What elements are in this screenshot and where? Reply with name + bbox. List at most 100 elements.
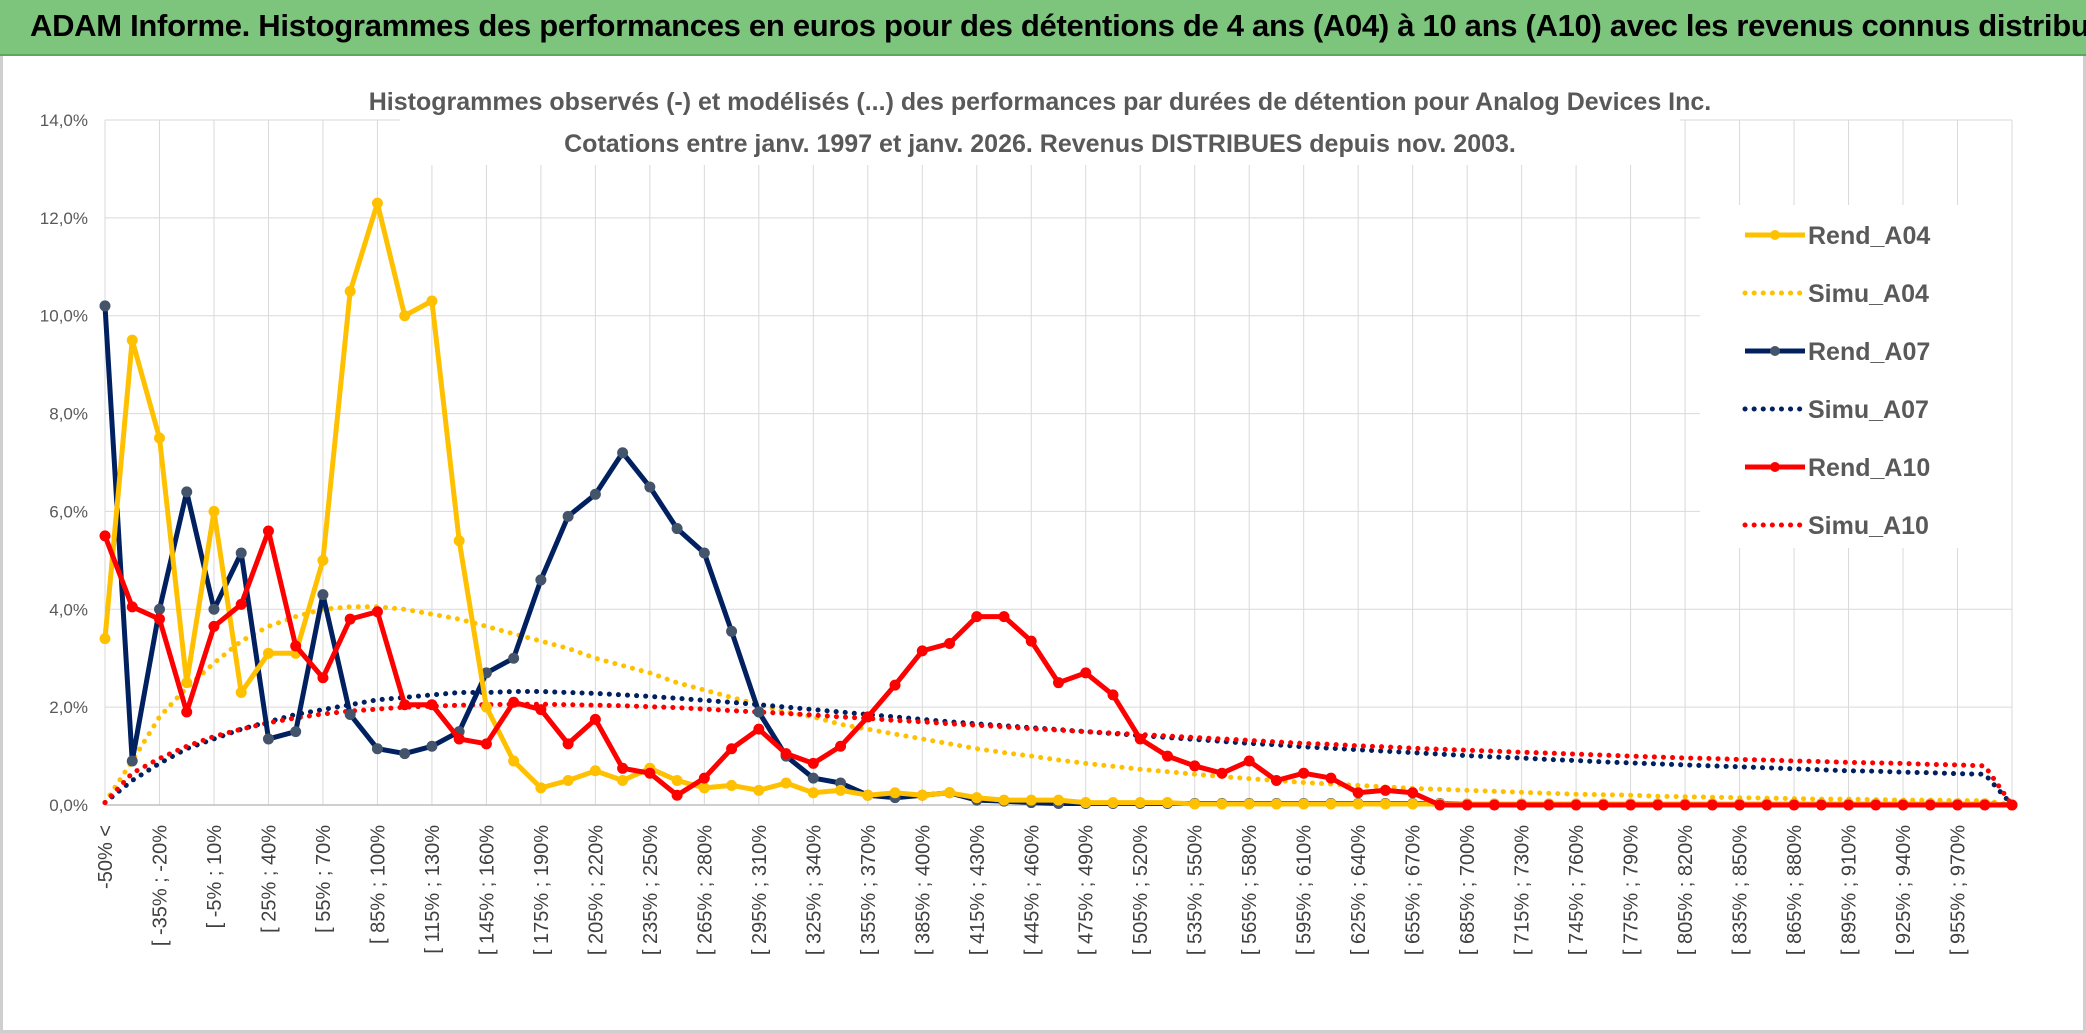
data-point (671, 789, 683, 801)
data-point (726, 779, 738, 791)
data-point (344, 613, 356, 625)
x-tick-label: [ -35% ; -20% (149, 825, 171, 946)
data-point (1843, 799, 1855, 811)
data-point (1298, 798, 1310, 810)
data-point (1107, 797, 1119, 809)
x-tick-label: [ -5% ; 10% (204, 825, 226, 929)
legend-item-Simu_A07[interactable]: Simu_A07 (1742, 396, 1929, 424)
data-point (1570, 799, 1582, 811)
data-point (1379, 784, 1391, 796)
x-tick-label: [ 325% ; 340% (803, 825, 825, 955)
data-point (562, 738, 574, 750)
data-point (1815, 799, 1827, 811)
data-point (181, 706, 193, 718)
x-tick-label: -50% < (95, 825, 117, 889)
data-point (1325, 772, 1337, 784)
data-point (753, 784, 765, 796)
chart-title: Histogrammes observés (-) et modélisés (… (369, 88, 1712, 116)
data-point (344, 708, 356, 720)
data-point (698, 547, 710, 559)
data-point (99, 300, 111, 312)
data-point (1298, 767, 1310, 779)
legend-item-Rend_A07[interactable]: Rend_A07 (1745, 338, 1930, 366)
data-point (1216, 798, 1228, 810)
data-point (1189, 798, 1201, 810)
data-point (1134, 733, 1146, 745)
x-tick-label: [ 115% ; 130% (422, 825, 444, 954)
data-point (1053, 794, 1064, 806)
data-point (1270, 798, 1282, 810)
data-point (998, 794, 1010, 806)
series-Rend_A07 (99, 300, 2018, 811)
x-tick-label: [ 925% ; 940% (1893, 825, 1915, 955)
data-point (1761, 799, 1773, 811)
data-point (344, 285, 356, 297)
data-point (235, 686, 247, 698)
data-point (317, 554, 329, 566)
data-point (1979, 799, 1991, 811)
y-tick-label: 6,0% (49, 502, 88, 521)
data-point (535, 574, 547, 586)
data-point (1352, 798, 1364, 810)
legend-label: Simu_A04 (1808, 280, 1929, 308)
legend-label: Simu_A10 (1808, 512, 1929, 540)
data-point (644, 481, 656, 493)
data-point (262, 525, 274, 537)
chart-frame (0, 56, 2086, 1033)
data-point (1080, 797, 1092, 809)
data-point (589, 488, 601, 500)
data-point (835, 784, 847, 796)
data-point (753, 706, 765, 718)
data-point (1161, 750, 1173, 762)
data-point (317, 589, 329, 601)
data-point (889, 787, 901, 799)
legend-item-Simu_A10[interactable]: Simu_A10 (1742, 512, 1929, 540)
legend-marker (1770, 346, 1780, 356)
grid (104, 119, 2013, 806)
data-point (371, 606, 383, 618)
legend-label: Simu_A07 (1808, 396, 1929, 424)
legend-label: Rend_A07 (1808, 338, 1930, 366)
x-tick-label: [ 595% ; 610% (1294, 825, 1316, 955)
x-tick-label: [ 805% ; 820% (1675, 825, 1697, 955)
x-tick-label: [ 655% ; 670% (1403, 825, 1425, 955)
data-point (835, 740, 847, 752)
data-point (1243, 798, 1255, 810)
data-point (862, 789, 874, 801)
legend-item-Rend_A04[interactable]: Rend_A04 (1745, 222, 1930, 250)
data-point (1543, 799, 1555, 811)
x-tick-label: [ 415% ; 430% (967, 825, 989, 955)
data-point (944, 787, 956, 799)
data-point (971, 611, 983, 623)
x-tick-label: [ 625% ; 640% (1348, 825, 1370, 955)
x-tick-label: [ 235% ; 250% (640, 825, 662, 955)
legend-item-Rend_A10[interactable]: Rend_A10 (1745, 454, 1930, 482)
y-tick-label: 14,0% (40, 111, 88, 130)
legend-item-Simu_A04[interactable]: Simu_A04 (1742, 280, 1929, 308)
x-tick-label: [ 445% ; 460% (1021, 825, 1043, 955)
data-point (99, 633, 111, 645)
data-point (1325, 798, 1337, 810)
x-tick-label: [ 715% ; 730% (1512, 825, 1534, 955)
data-point (426, 699, 438, 711)
data-point (1679, 799, 1691, 811)
data-point (1080, 667, 1092, 679)
data-point (1924, 799, 1936, 811)
series-Rend_A10 (99, 525, 2018, 811)
series-line-Rend_A04 (102, 200, 2013, 808)
data-point (1107, 689, 1119, 701)
series-Simu_A10 (102, 701, 2015, 808)
data-point (1189, 760, 1201, 772)
data-point (780, 748, 792, 760)
y-tick-label: 8,0% (49, 405, 88, 424)
data-point (99, 530, 111, 542)
data-point (1788, 799, 1800, 811)
series-Rend_A04 (99, 197, 2018, 811)
data-point (426, 295, 438, 307)
data-point (426, 740, 438, 752)
data-point (1652, 799, 1664, 811)
legend[interactable]: Rend_A04 Simu_A04 Rend_A07 Simu_A07 Rend_A10… (1742, 222, 1930, 540)
data-point (2006, 799, 2018, 811)
data-point (399, 699, 411, 711)
x-tick-label: [ 895% ; 910% (1839, 825, 1861, 955)
